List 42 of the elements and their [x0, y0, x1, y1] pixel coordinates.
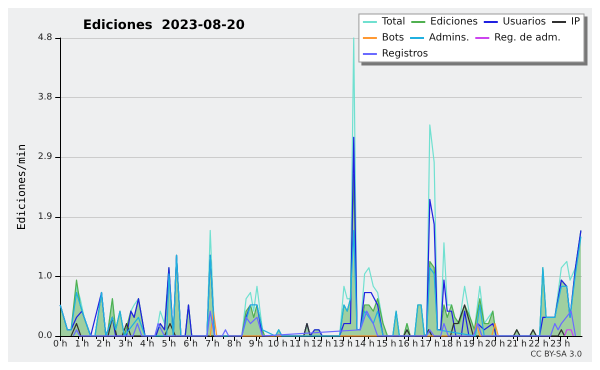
legend-label: Reg. de adm.: [494, 32, 561, 44]
x-tick-label: 6 h: [184, 340, 198, 350]
y-tick-label: 1.0: [38, 271, 52, 282]
x-tick-label: 16 h: [398, 340, 418, 350]
y-axis-title: Ediciones/min: [15, 144, 28, 230]
y-tick-label: 0.0: [38, 331, 52, 341]
x-tick-label: 1 h: [74, 340, 90, 350]
x-tick-label: 21 h: [506, 340, 527, 350]
legend-label: Total: [380, 16, 406, 28]
text: CC BY-SA 3.0: [530, 350, 582, 358]
y-tick-label: 4.8: [38, 33, 52, 43]
x-tick-label: 12 h: [311, 340, 332, 350]
x-tick-label: 8 h: [226, 340, 242, 350]
x-tick-label: 23 h: [550, 340, 570, 350]
x-tick-label: 18 h: [442, 340, 462, 350]
x-tick-label: 15 h: [376, 340, 396, 350]
x-tick-label: 9 h: [248, 340, 264, 350]
x-tick-label: 19 h: [463, 340, 484, 350]
x-tick-label: 10 h: [268, 340, 288, 350]
chart-title: Ediciones 2023-08-20: [83, 18, 245, 33]
x-tick-label: 17 h: [420, 340, 440, 350]
x-tick-label: 0 h: [53, 340, 68, 350]
x-tick-label: 5 h: [162, 340, 176, 350]
x-tick-label: 14 h: [354, 340, 375, 350]
legend-label: Registros: [382, 48, 428, 60]
x-tick-label: 2 h: [96, 340, 111, 350]
legend-label: Bots: [382, 32, 404, 44]
x-tick-label: 13 h: [332, 340, 353, 350]
x-tick-label: 20 h: [485, 340, 506, 350]
legend-label: Usuarios: [502, 16, 546, 28]
x-tick-label: 3 h: [118, 340, 133, 350]
x-tick-label: 7 h: [205, 340, 220, 350]
y-tick-label: 1.9: [38, 212, 52, 222]
x-tick-label: 11 h: [289, 340, 310, 350]
x-tick-label: 22 h: [528, 340, 549, 350]
legend-label: IP: [571, 16, 580, 28]
y-tick-label: 3.8: [38, 92, 52, 103]
y-tick-label: 2.9: [38, 152, 52, 162]
line-series: [72, 310, 576, 337]
legend-label: Ediciones: [430, 16, 478, 28]
x-tick-label: 4 h: [140, 340, 154, 350]
legend-label: Admins.: [429, 32, 470, 44]
